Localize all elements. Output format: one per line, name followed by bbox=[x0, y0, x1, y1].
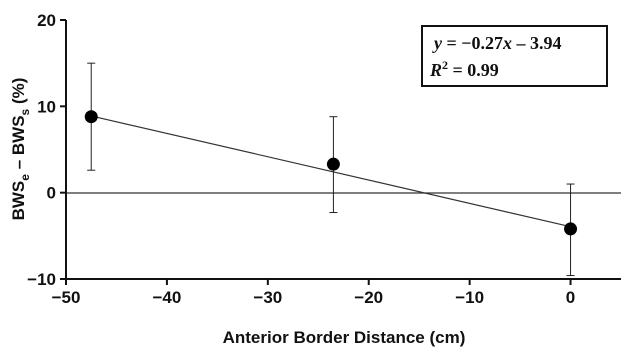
x-axis-title: Anterior Border Distance (cm) bbox=[223, 328, 466, 347]
data-point bbox=[84, 110, 98, 124]
y-axis-title-part: BWS bbox=[9, 181, 28, 221]
r-squared-sup: 2 bbox=[442, 58, 448, 72]
regression-annotation: y = −0.27x – 3.94 R2 = 0.99 bbox=[421, 25, 608, 87]
y-tick-label: 10 bbox=[37, 97, 56, 116]
r-squared-value: = 0.99 bbox=[448, 60, 499, 80]
annotation-box bbox=[421, 25, 608, 87]
x-tick-label: −10 bbox=[455, 288, 484, 307]
r-squared-text: R2 = 0.99 bbox=[429, 58, 499, 80]
data-point bbox=[326, 157, 340, 171]
equation-coef: = −0.27 bbox=[442, 33, 503, 53]
equation-y: y bbox=[432, 33, 443, 53]
y-tick-label: 0 bbox=[47, 184, 56, 203]
x-tick-label: −20 bbox=[354, 288, 383, 307]
y-tick-label: 20 bbox=[37, 11, 56, 30]
regression-line bbox=[91, 115, 571, 228]
data-point bbox=[564, 222, 578, 236]
x-tick-label: −50 bbox=[52, 288, 81, 307]
x-tick-label: −30 bbox=[253, 288, 282, 307]
equation-const: – 3.94 bbox=[512, 33, 562, 53]
equation-text: y = −0.27x – 3.94 bbox=[432, 33, 562, 53]
y-axis-title-part: – BWS bbox=[9, 115, 28, 174]
y-axis-title-sub: e bbox=[18, 174, 32, 181]
y-tick-label: −10 bbox=[27, 270, 56, 289]
equation-x: x bbox=[502, 33, 512, 53]
x-tick-label: 0 bbox=[566, 288, 575, 307]
r-squared-r: R bbox=[429, 60, 442, 80]
y-axis-title-sub: s bbox=[18, 108, 32, 115]
x-tick-label: −40 bbox=[152, 288, 181, 307]
y-axis-title: BWSe – BWSs (%) bbox=[9, 78, 32, 221]
y-axis-title-part: (%) bbox=[9, 78, 28, 109]
